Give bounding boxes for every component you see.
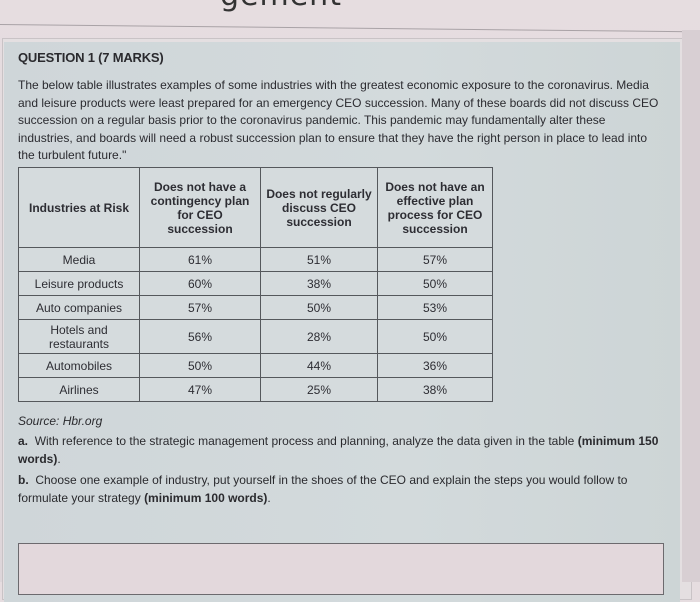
industries-table: Industries at Risk Does not have a conti… <box>18 167 493 402</box>
part-a-label: a. <box>18 434 29 448</box>
cell-value: 38% <box>260 271 378 296</box>
table-row: Airlines 47% 25% 38% <box>18 377 493 402</box>
part-b-tail: . <box>267 491 271 505</box>
question-part-a: a. With reference to the strategic manag… <box>18 432 668 468</box>
part-b-text: Choose one example of industry, put your… <box>18 473 628 505</box>
answer-textarea[interactable] <box>18 543 664 595</box>
cell-industry: Leisure products <box>18 271 140 296</box>
page-title: gement <box>220 0 342 13</box>
page-edge <box>682 30 700 582</box>
part-b-word-limit: (minimum 100 words) <box>144 491 268 505</box>
header-no-discussion: Does not regularly discuss CEO successio… <box>260 167 378 248</box>
cell-value: 56% <box>139 319 261 354</box>
cell-value: 25% <box>260 377 378 402</box>
table-header-row: Industries at Risk Does not have a conti… <box>18 167 493 248</box>
cell-value: 50% <box>377 319 493 354</box>
cell-industry: Automobiles <box>18 353 140 378</box>
cell-value: 44% <box>260 353 378 378</box>
cell-value: 57% <box>377 247 493 272</box>
source-citation: Source: Hbr.org <box>18 414 103 428</box>
cell-value: 60% <box>139 271 261 296</box>
cell-value: 50% <box>260 295 378 320</box>
table-row: Leisure products 60% 38% 50% <box>18 271 493 296</box>
cell-value: 28% <box>260 319 378 354</box>
part-a-word-limit: (minimum 150 words) <box>18 434 659 466</box>
cell-value: 38% <box>377 377 493 402</box>
cell-value: 57% <box>139 295 261 320</box>
cell-value: 36% <box>377 353 493 378</box>
intro-line: succession on a regular basis prior to t… <box>18 113 606 128</box>
header-no-contingency: Does not have a contingency plan for CEO… <box>139 167 261 248</box>
cell-industry: Media <box>18 247 140 272</box>
part-b-label: b. <box>18 473 29 487</box>
question-part-b: b. Choose one example of industry, put y… <box>18 471 668 507</box>
intro-line: The below table illustrates examples of … <box>18 78 649 92</box>
cell-value: 61% <box>139 247 261 272</box>
intro-line: industries, and boards will need a robus… <box>18 130 648 145</box>
table-row: Auto companies 57% 50% 53% <box>18 295 493 320</box>
cell-value: 50% <box>377 271 493 296</box>
part-a-tail: . <box>57 452 61 466</box>
divider <box>0 24 690 33</box>
header-industries: Industries at Risk <box>18 167 140 248</box>
table-row: Media 61% 51% 57% <box>18 247 493 272</box>
cell-value: 50% <box>139 353 261 378</box>
cell-industry: Airlines <box>18 377 140 402</box>
cell-industry: Auto companies <box>18 295 140 320</box>
intro-line: and leisure products were least prepared… <box>18 95 659 110</box>
table-row: Automobiles 50% 44% 36% <box>18 353 493 378</box>
question-heading: QUESTION 1 (7 MARKS) <box>18 50 164 65</box>
intro-line: the turbulent future." <box>18 148 127 163</box>
part-a-text: With reference to the strategic manageme… <box>34 434 575 448</box>
table-row: Hotels and restaurants 56% 28% 50% <box>18 319 493 354</box>
question-intro: The below table illustrates examples of … <box>18 77 668 165</box>
cell-industry: Hotels and restaurants <box>18 319 140 354</box>
cell-value: 51% <box>260 247 378 272</box>
cell-value: 47% <box>139 377 261 402</box>
cell-value: 53% <box>377 295 493 320</box>
header-no-effective-plan: Does not have an effective plan process … <box>377 167 493 248</box>
